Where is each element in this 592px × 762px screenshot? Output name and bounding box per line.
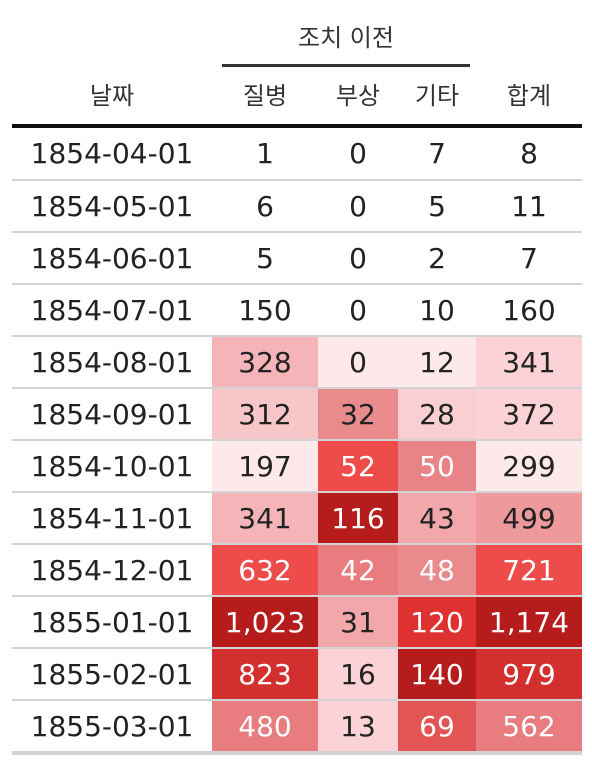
cell-total: 979 xyxy=(476,648,582,701)
cell-disease: 1 xyxy=(212,128,318,181)
header-rule xyxy=(12,124,582,128)
cell-total: 341 xyxy=(476,336,582,389)
cell-disease: 328 xyxy=(212,336,318,389)
spanner-label: 조치 이전 xyxy=(298,24,394,52)
cell-total: 499 xyxy=(476,492,582,545)
table-row: 1854-05-01 6 0 5 11 xyxy=(12,180,582,233)
column-header-other: 기타 xyxy=(414,82,460,110)
table-row: 1855-02-01 823 16 140 979 xyxy=(12,648,582,701)
cell-disease: 150 xyxy=(212,284,318,337)
cell-wounds: 32 xyxy=(318,388,398,441)
cell-disease: 6 xyxy=(212,180,318,233)
column-header-wounds: 부상 xyxy=(335,82,381,110)
table-row: 1854-11-01 341 116 43 499 xyxy=(12,492,582,545)
cell-date: 1855-02-01 xyxy=(12,648,212,701)
cell-other: 48 xyxy=(398,544,476,597)
column-spanner: 조치 이전 xyxy=(222,20,470,67)
cell-disease: 197 xyxy=(212,440,318,493)
cell-other: 140 xyxy=(398,648,476,701)
cell-disease: 480 xyxy=(212,700,318,753)
cell-disease: 823 xyxy=(212,648,318,701)
cell-wounds: 0 xyxy=(318,284,398,337)
cell-disease: 632 xyxy=(212,544,318,597)
table-row: 1855-01-01 1,023 31 120 1,174 xyxy=(12,596,582,649)
cell-date: 1855-03-01 xyxy=(12,700,212,753)
cell-other: 2 xyxy=(398,232,476,285)
cell-disease: 5 xyxy=(212,232,318,285)
cell-wounds: 42 xyxy=(318,544,398,597)
cell-total: 372 xyxy=(476,388,582,441)
column-header-total: 합계 xyxy=(506,82,552,110)
cell-other: 120 xyxy=(398,596,476,649)
cell-total: 299 xyxy=(476,440,582,493)
cell-wounds: 52 xyxy=(318,440,398,493)
cell-wounds: 0 xyxy=(318,336,398,389)
cell-disease: 1,023 xyxy=(212,596,318,649)
cell-wounds: 31 xyxy=(318,596,398,649)
cell-other: 5 xyxy=(398,180,476,233)
cell-other: 28 xyxy=(398,388,476,441)
table-row: 1854-06-01 5 0 2 7 xyxy=(12,232,582,285)
cell-date: 1854-05-01 xyxy=(12,180,212,233)
cell-date: 1854-12-01 xyxy=(12,544,212,597)
cell-wounds: 0 xyxy=(318,232,398,285)
table-row: 1854-09-01 312 32 28 372 xyxy=(12,388,582,441)
table-row: 1855-03-01 480 13 69 562 xyxy=(12,700,582,753)
cell-wounds: 0 xyxy=(318,180,398,233)
cell-other: 69 xyxy=(398,700,476,753)
cell-date: 1854-04-01 xyxy=(12,128,212,181)
cell-total: 8 xyxy=(476,128,582,181)
table-body: 1854-04-01 1 0 7 8 1854-05-01 6 0 5 11 1854-06-01 5… xyxy=(12,128,582,753)
cell-total: 11 xyxy=(476,180,582,233)
table-row: 1854-10-01 197 52 50 299 xyxy=(12,440,582,493)
cell-total: 1,174 xyxy=(476,596,582,649)
cell-total: 160 xyxy=(476,284,582,337)
table-row: 1854-04-01 1 0 7 8 xyxy=(12,128,582,181)
column-header-disease: 질병 xyxy=(242,82,288,110)
cell-date: 1854-06-01 xyxy=(12,232,212,285)
cell-date: 1854-07-01 xyxy=(12,284,212,337)
cell-wounds: 16 xyxy=(318,648,398,701)
cell-other: 10 xyxy=(398,284,476,337)
cell-total: 721 xyxy=(476,544,582,597)
cell-date: 1854-09-01 xyxy=(12,388,212,441)
cell-wounds: 0 xyxy=(318,128,398,181)
column-header-date: 날짜 xyxy=(89,82,135,110)
cell-wounds: 116 xyxy=(318,492,398,545)
table-row: 1854-08-01 328 0 12 341 xyxy=(12,336,582,389)
cell-other: 43 xyxy=(398,492,476,545)
cell-date: 1854-11-01 xyxy=(12,492,212,545)
cell-date: 1854-10-01 xyxy=(12,440,212,493)
table-row: 1854-12-01 632 42 48 721 xyxy=(12,544,582,597)
cell-wounds: 13 xyxy=(318,700,398,753)
cell-date: 1855-01-01 xyxy=(12,596,212,649)
cell-disease: 312 xyxy=(212,388,318,441)
cell-total: 7 xyxy=(476,232,582,285)
cell-total: 562 xyxy=(476,700,582,753)
bottom-rule xyxy=(12,752,582,755)
cell-disease: 341 xyxy=(212,492,318,545)
cell-other: 12 xyxy=(398,336,476,389)
cell-date: 1854-08-01 xyxy=(12,336,212,389)
cell-other: 50 xyxy=(398,440,476,493)
table-row: 1854-07-01 150 0 10 160 xyxy=(12,284,582,337)
spanner-underline xyxy=(222,64,470,67)
cell-other: 7 xyxy=(398,128,476,181)
